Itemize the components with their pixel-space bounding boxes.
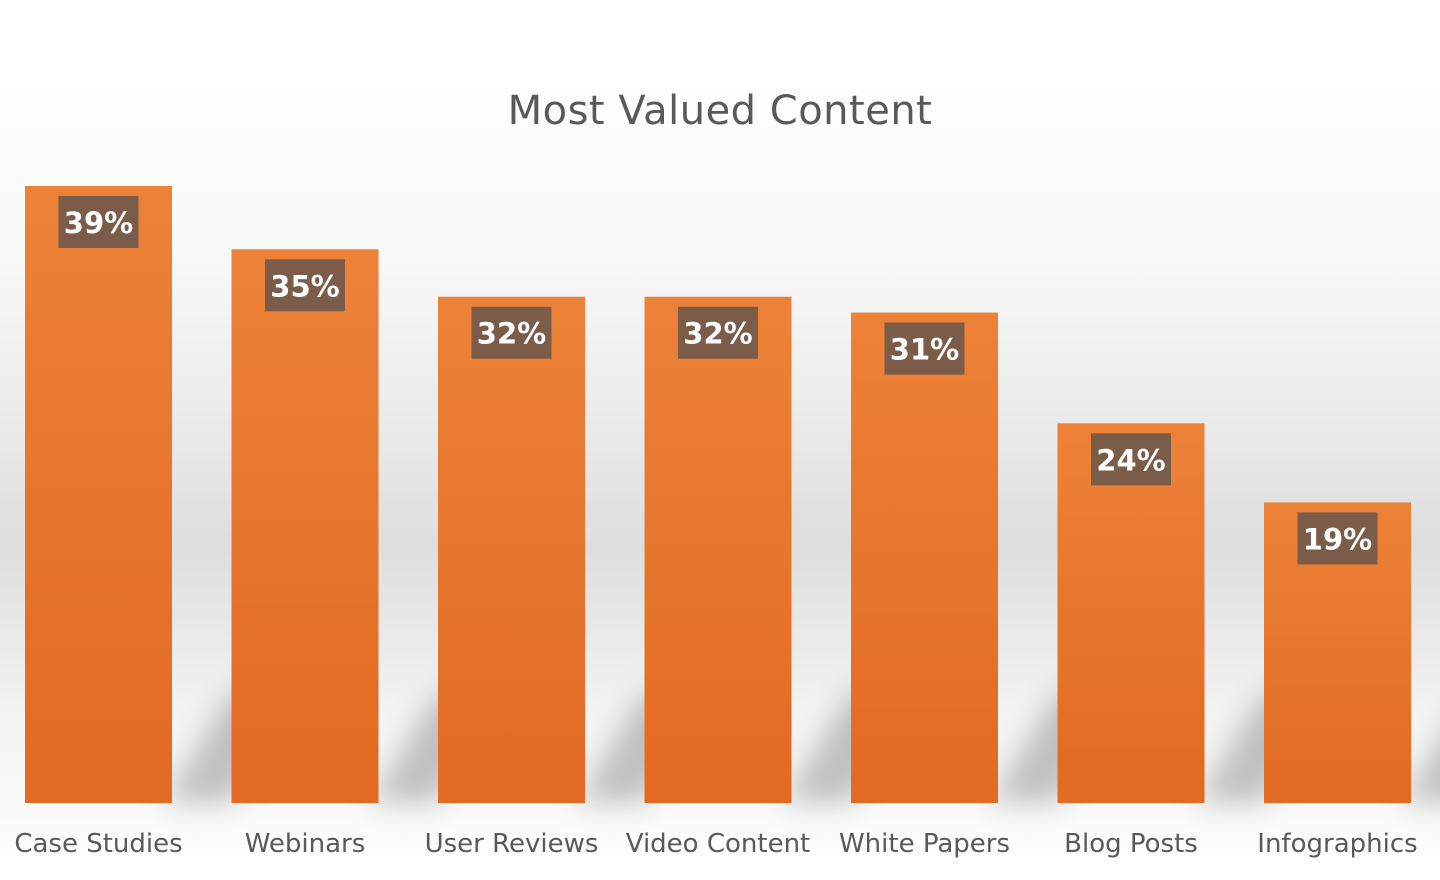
value-labels-group: 39% 35% 32% 32% 31% 24% 19%: [58, 196, 1378, 565]
chart-title: Most Valued Content: [507, 88, 933, 134]
bar-case-studies: [25, 186, 172, 803]
value-label-box-white-papers: [884, 322, 965, 375]
category-label-white-papers: White Papers: [839, 829, 1010, 859]
value-label-box-infographics: [1297, 512, 1378, 565]
value-label-box-webinars: [265, 259, 345, 312]
value-label-white-papers: 31%: [890, 333, 959, 367]
value-label-infographics: 19%: [1303, 522, 1372, 556]
bar-blog-posts: [1057, 423, 1205, 803]
category-label-infographics: Infographics: [1257, 829, 1417, 859]
value-label-video-content: 32%: [683, 317, 752, 351]
bar-video-content: [644, 296, 792, 803]
bar-white-papers: [851, 312, 998, 803]
bars-group: [25, 186, 1411, 804]
value-label-webinars: 35%: [270, 269, 339, 303]
category-label-webinars: Webinars: [245, 829, 366, 859]
bar-user-reviews: [438, 296, 585, 803]
category-label-case-studies: Case Studies: [14, 829, 182, 859]
value-label-box-case-studies: [58, 196, 139, 248]
value-label-case-studies: 39%: [64, 206, 133, 240]
category-label-blog-posts: Blog Posts: [1064, 829, 1198, 859]
category-label-user-reviews: User Reviews: [425, 829, 599, 859]
category-labels-group: Case Studies Webinars User Reviews Video Co…: [14, 829, 1417, 859]
value-label-box-video-content: [678, 306, 758, 359]
bar-webinars: [231, 249, 379, 804]
category-label-video-content: Video Content: [626, 829, 811, 859]
value-label-box-user-reviews: [471, 306, 552, 359]
value-label-blog-posts: 24%: [1096, 443, 1165, 477]
value-label-user-reviews: 32%: [477, 317, 546, 351]
value-label-box-blog-posts: [1091, 433, 1171, 486]
